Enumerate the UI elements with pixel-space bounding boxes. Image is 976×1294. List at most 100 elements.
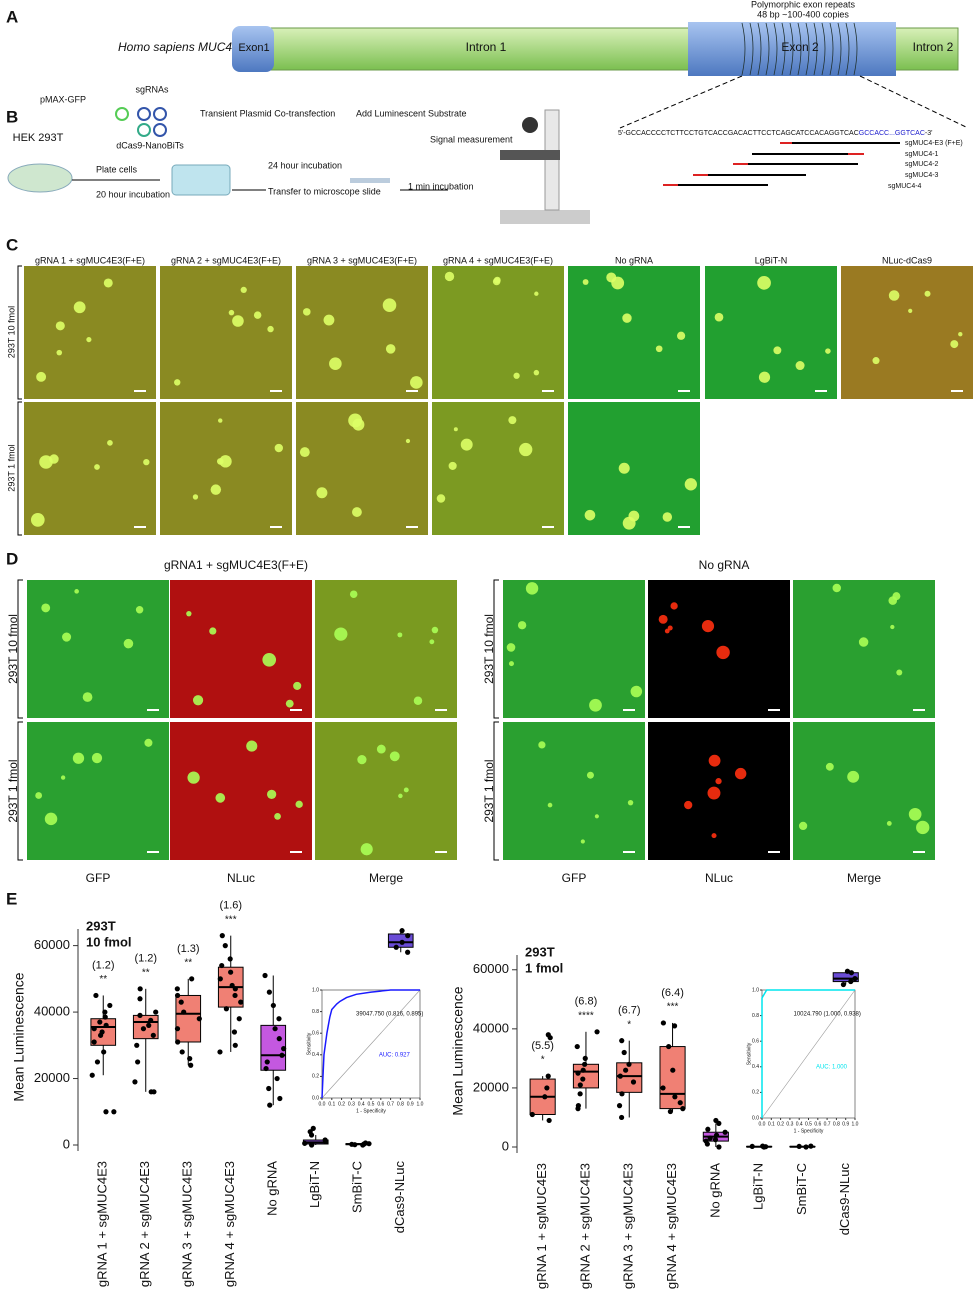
cell-spot	[94, 464, 100, 470]
cell-spot	[351, 507, 362, 517]
point	[672, 1094, 678, 1100]
column-title: gRNA 2 + sgMUC4E3(F+E)	[171, 255, 281, 265]
min-incubation: 1 min incubation	[408, 181, 474, 191]
y-axis-title: Sensitivity	[306, 1032, 312, 1055]
point	[146, 1022, 152, 1028]
guide: sgMUC4-1	[905, 151, 939, 158]
point	[266, 989, 272, 995]
point	[393, 944, 399, 950]
micrograph	[24, 402, 156, 535]
cell-spot	[798, 821, 808, 831]
cell-spot	[123, 638, 134, 649]
point	[231, 1029, 238, 1035]
cell-spot	[594, 814, 599, 819]
cell-spot	[444, 271, 455, 282]
point	[189, 976, 195, 982]
point	[232, 1042, 238, 1048]
y-tick-label: 0.2	[752, 1090, 759, 1096]
cell-spot	[795, 361, 805, 371]
point	[529, 1111, 535, 1118]
fold-label: (6.8)	[575, 996, 598, 1008]
cell-spot	[513, 372, 520, 379]
micrograph	[503, 580, 645, 718]
y-tick-label: 0.6	[752, 1039, 759, 1045]
point	[101, 1049, 107, 1055]
micrograph	[160, 402, 292, 535]
cell-spot	[708, 754, 721, 767]
point	[196, 1016, 202, 1022]
point	[546, 1117, 552, 1124]
point	[232, 986, 238, 992]
x-tick-label: SmBiT-C	[794, 1163, 809, 1215]
x-tick-label: 0.1	[328, 1101, 335, 1107]
x-tick-label: 1.0	[417, 1101, 424, 1107]
point	[712, 1137, 719, 1143]
guide: sgMUC4-E3 (F+E)	[905, 140, 963, 147]
cell-spot	[36, 371, 47, 382]
cell-spot	[240, 286, 247, 294]
plasmid: pMAX-GFP	[40, 94, 86, 104]
cell-spot	[352, 418, 365, 431]
point	[302, 1140, 308, 1146]
cell-spot	[192, 695, 204, 706]
cell-spot	[655, 345, 663, 353]
point	[135, 1059, 141, 1065]
cell-spot	[890, 624, 895, 630]
point	[107, 1002, 113, 1009]
point	[178, 999, 184, 1005]
point	[707, 1135, 713, 1141]
y-tick-label: 0	[502, 1138, 509, 1153]
point	[582, 1061, 588, 1067]
point	[97, 1019, 103, 1025]
roc-curve	[761, 989, 855, 1118]
x-tick-label: 0.5	[368, 1101, 375, 1107]
cell-spot	[397, 632, 403, 638]
point	[266, 1085, 272, 1092]
point	[94, 1059, 101, 1065]
point	[310, 1125, 316, 1131]
point	[219, 962, 225, 969]
substrate: Add Luminescent Substrate	[356, 108, 467, 118]
x-tick-label: gRNA 3 + sgMUC4E3	[180, 1161, 195, 1287]
point	[137, 1012, 143, 1019]
panel-label: D	[6, 549, 18, 568]
cell-spot	[360, 843, 373, 856]
point	[399, 928, 405, 934]
row-bracket	[17, 265, 22, 400]
point	[103, 1109, 109, 1115]
x-tick-label: SmBiT-C	[350, 1161, 365, 1213]
point	[238, 999, 244, 1005]
point	[405, 933, 411, 939]
column-title: gRNA 3 + sgMUC4E3(F+E)	[307, 255, 417, 265]
micrograph	[793, 580, 935, 718]
cell-spot	[262, 652, 277, 667]
point	[713, 1132, 720, 1138]
point	[174, 986, 180, 992]
point	[132, 1079, 138, 1085]
seq-repeat: GCCACC...GGTCAC	[859, 130, 925, 137]
point	[174, 1026, 181, 1032]
cell-spot	[896, 669, 903, 676]
cell-spot	[734, 767, 747, 780]
exon1-label: Exon1	[238, 42, 269, 54]
point	[575, 1106, 581, 1112]
point	[360, 1142, 366, 1148]
point	[405, 949, 411, 955]
micrograph	[841, 266, 973, 399]
point	[264, 1059, 270, 1065]
cell-spot	[872, 357, 880, 365]
y-tick-label: 0	[63, 1136, 70, 1151]
cutoff-label: 10024.790 (1.000, 0.938)	[794, 1012, 861, 1018]
x-tick-label: 0.7	[824, 1121, 831, 1127]
point	[89, 1072, 95, 1078]
cell-spot	[295, 800, 303, 808]
x-tick-label: 0.6	[377, 1101, 384, 1107]
annotation: 293T	[86, 918, 116, 933]
row-label: 293T 10 fmol	[6, 306, 16, 358]
x-tick-label: dCas9-NLuc	[392, 1161, 407, 1234]
point	[577, 1082, 583, 1088]
sequence: 5'-GCCACCCCTCTTCCTGTCACCGACACTTCCTCAGCAT…	[618, 130, 932, 137]
point	[181, 1009, 187, 1015]
point	[134, 1042, 140, 1048]
channel-label: Merge	[847, 871, 881, 885]
